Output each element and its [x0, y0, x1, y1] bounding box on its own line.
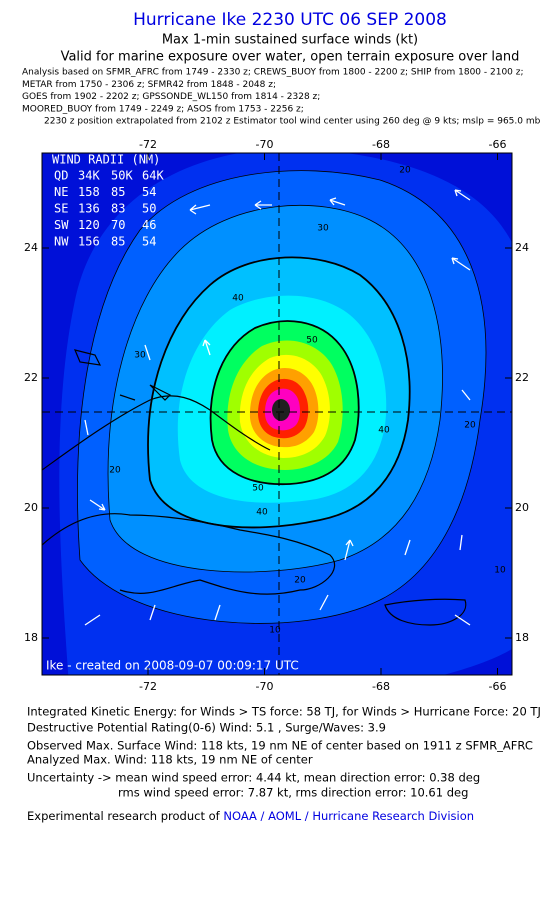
radii-cell: 54 — [142, 235, 156, 249]
radii-cell: NE — [54, 185, 68, 199]
radii-cell: 34K — [78, 169, 100, 183]
radii-cell: 158 — [78, 185, 100, 199]
map-frame — [41, 152, 513, 676]
lon-label-top: -70 — [256, 138, 274, 151]
contour-label: 50 — [252, 484, 264, 494]
eye — [272, 399, 290, 421]
analysis-line: METAR from 1750 - 2306 z; SFMR42 from 18… — [22, 80, 276, 90]
lat-label-left: 22 — [24, 371, 38, 384]
radii-cell: 70 — [111, 218, 125, 232]
radii-cell: 50K — [111, 169, 133, 183]
contour-label: 10 — [269, 626, 281, 636]
contour-label: 40 — [256, 508, 268, 518]
footer-line: Destructive Potential Rating(0-6) Wind: … — [27, 721, 386, 735]
contour-label: 20 — [399, 166, 411, 176]
footer-line: Integrated Kinetic Energy: for Winds > T… — [27, 705, 541, 719]
wind-vectors — [84, 189, 471, 626]
lat-label-left: 24 — [24, 241, 38, 254]
radii-cell: NW — [54, 235, 69, 249]
lon-label-top: -72 — [139, 138, 157, 151]
validity: Valid for marine exposure over water, op… — [61, 50, 520, 65]
analysis-notes: Analysis based on SFMR_AFRC from 1749 - … — [22, 68, 541, 127]
analysis-line: MOORED_BUOY from 1749 - 2249 z; ASOS fro… — [22, 104, 304, 114]
radii-cell: 50 — [142, 202, 156, 216]
footer-line: Observed Max. Surface Wind: 118 kts, 19 … — [27, 739, 533, 753]
contour-label: 10 — [494, 566, 506, 576]
product-prefix: Experimental research product of — [27, 809, 223, 823]
lon-label-top: -66 — [489, 138, 507, 151]
title: Hurricane Ike 2230 UTC 06 SEP 2008 — [133, 10, 447, 30]
credit: Ike - created on 2008-09-07 00:09:17 UTC — [46, 659, 299, 673]
contour-label: 50 — [306, 336, 318, 346]
lon-label-bottom: -68 — [372, 680, 390, 693]
contour-label: 20 — [109, 466, 121, 476]
product-note: Experimental research product of NOAA / … — [27, 809, 474, 823]
wind-radii-table: WIND RADII (NM) QD 34K 50K 64K NE 158 85 54 SE 136… — [52, 153, 164, 249]
axis-ticks: -72 -72 -70 -70 -68 -68 -66 -66 24 24 22 22 20 20 18 18 — [24, 138, 529, 693]
radii-cell: QD — [54, 169, 68, 183]
contour-label: 20 — [464, 421, 476, 431]
contour-label: 30 — [317, 224, 329, 234]
lon-label-top: -68 — [372, 138, 390, 151]
radii-cell: SE — [54, 202, 68, 216]
contour-lines — [77, 170, 487, 624]
lon-label-bottom: -70 — [256, 680, 274, 693]
product-link[interactable]: NOAA / AOML / Hurricane Research Divisio… — [223, 809, 474, 823]
footer: Integrated Kinetic Energy: for Winds > T… — [27, 705, 541, 800]
footer-line: rms wind speed error: 7.87 kt, rms direc… — [118, 786, 468, 800]
contour-labels: 20 30 40 50 30 40 20 20 10 10 40 50 20 — [109, 166, 506, 636]
radii-cell: 136 — [78, 202, 100, 216]
lon-label-bottom: -66 — [489, 680, 507, 693]
lat-label-right: 22 — [515, 371, 529, 384]
subtitle: Max 1-min sustained surface winds (kt) — [162, 33, 418, 48]
analysis-line: Analysis based on SFMR_AFRC from 1749 - … — [22, 68, 524, 78]
lat-label-right: 20 — [515, 501, 529, 514]
lat-label-right: 18 — [515, 631, 529, 644]
footer-line: Analyzed Max. Wind: 118 kts, 19 nm NE of… — [27, 753, 313, 767]
coastlines — [42, 349, 467, 626]
radii-cell: 83 — [111, 202, 125, 216]
radii-title: WIND RADII (NM) — [52, 153, 160, 167]
lon-label-bottom: -72 — [139, 680, 157, 693]
lat-label-left: 18 — [24, 631, 38, 644]
contour-label: 20 — [294, 576, 306, 586]
radii-cell: 85 — [111, 235, 125, 249]
analysis-line: GOES from 1902 - 2202 z; GPSSONDE_WL150 … — [22, 92, 320, 102]
radii-cell: SW — [54, 218, 69, 232]
radii-cell: 46 — [142, 218, 156, 232]
radii-cell: 120 — [78, 218, 100, 232]
contour-label: 40 — [232, 294, 244, 304]
contour-label: 40 — [378, 426, 390, 436]
lat-label-right: 24 — [515, 241, 529, 254]
radii-cell: 85 — [111, 185, 125, 199]
footer-line: Uncertainty -> mean wind speed error: 4.… — [27, 771, 480, 785]
analysis-line: 2230 z position extrapolated from 2102 z… — [44, 117, 541, 127]
radii-cell: 64K — [142, 169, 164, 183]
radii-cell: 156 — [78, 235, 100, 249]
radii-cell: 54 — [142, 185, 156, 199]
map: 20 30 40 50 30 40 20 20 10 10 40 50 20 WIND RADII (N… — [42, 153, 512, 675]
contour-label: 30 — [134, 351, 146, 361]
lat-label-left: 20 — [24, 501, 38, 514]
